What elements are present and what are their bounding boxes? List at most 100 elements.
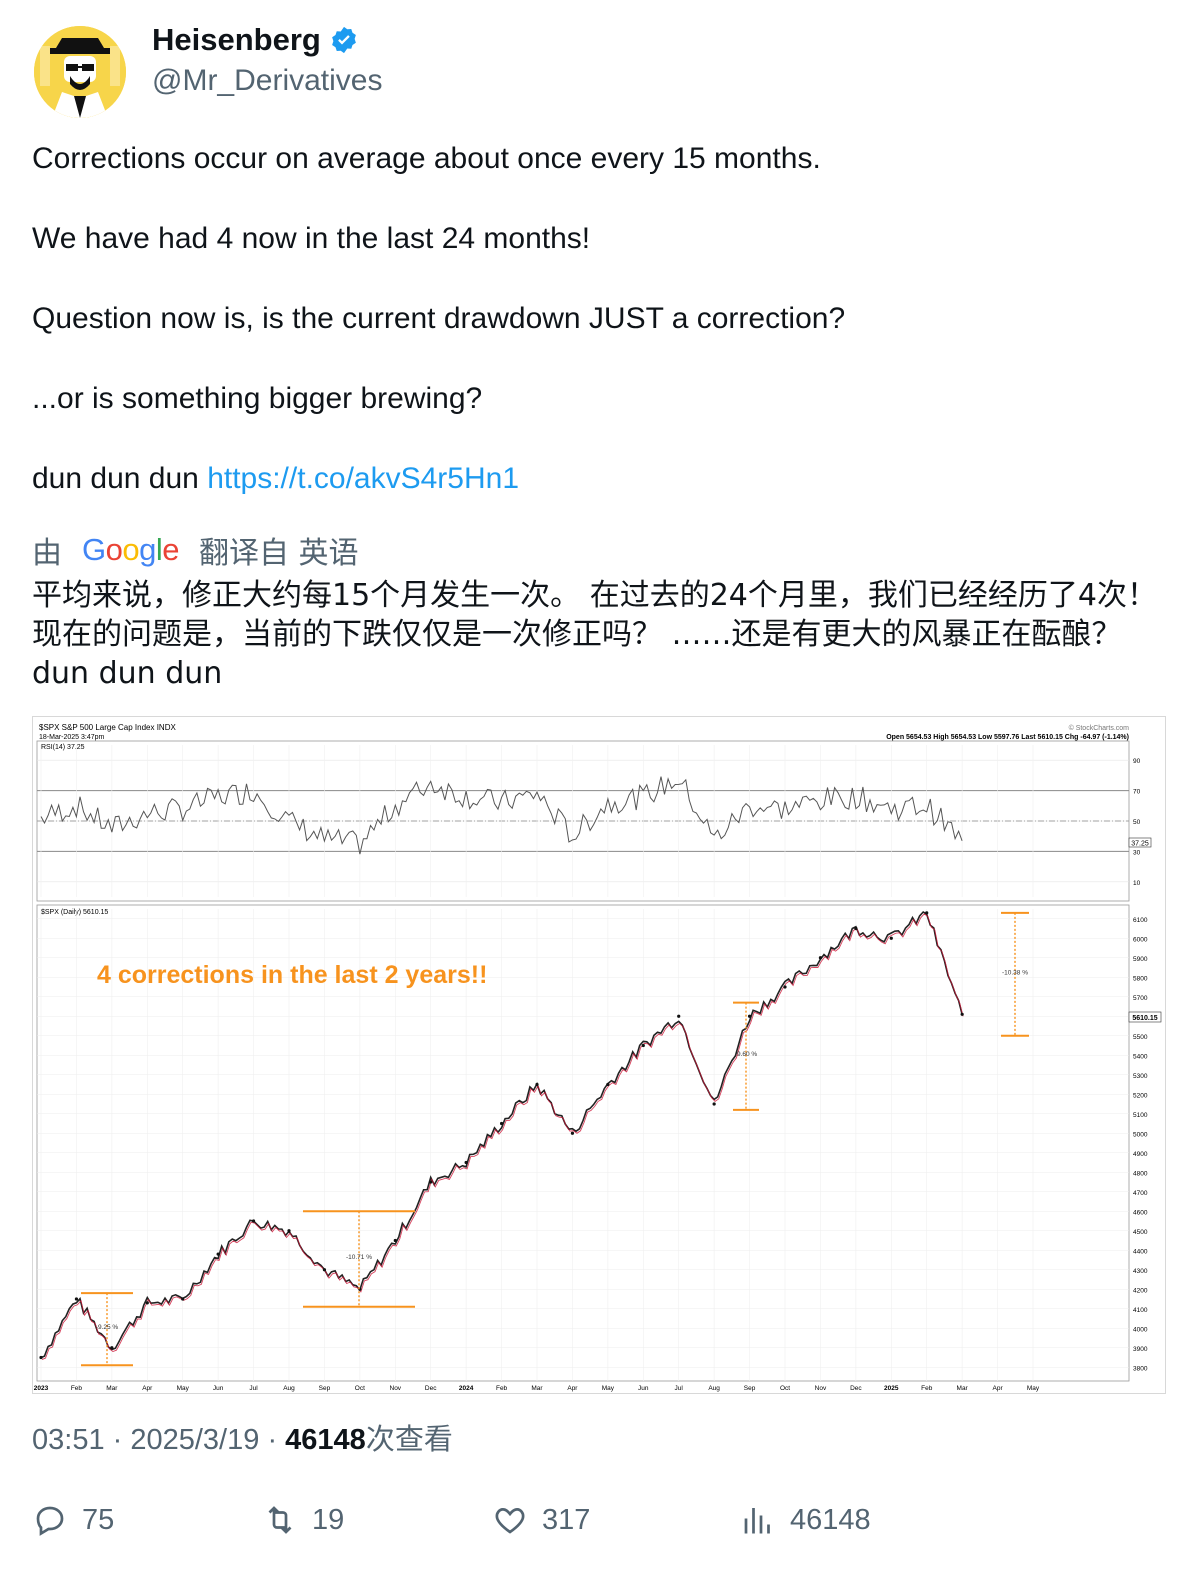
price-tick-label: 4800 (1133, 1170, 1148, 1177)
x-tick-label: Sep (319, 1385, 331, 1392)
view-count-suffix: 次查看 (365, 1422, 453, 1456)
repost-button[interactable]: 19 (262, 1502, 344, 1538)
price-grid (37, 909, 1129, 1381)
price-tick-label: 5000 (1133, 1131, 1148, 1138)
chart-ohlc: Open 5654.53 High 5654.53 Low 5597.76 La… (886, 734, 1129, 741)
price-tick-label: 4400 (1133, 1248, 1148, 1255)
like-button[interactable]: 317 (492, 1502, 590, 1538)
translation-prefix: 由 (32, 536, 62, 571)
price-tick-label: 3900 (1133, 1346, 1148, 1353)
price-line-down (41, 913, 964, 1361)
price-point (783, 985, 787, 989)
rsi-tick-label: 70 (1133, 789, 1141, 796)
price-point (747, 1014, 752, 1018)
translation-attribution: 由 Google 翻译自 英语 (32, 528, 359, 572)
price-point (606, 1082, 610, 1087)
price-point (393, 1238, 397, 1243)
price-tick-label: 4000 (1133, 1326, 1148, 1333)
x-tick-label: Nov (390, 1385, 402, 1392)
price-point (39, 1355, 43, 1360)
price-point (641, 1043, 645, 1048)
price-tick-label: 5800 (1133, 975, 1148, 982)
post-last-line-text: dun dun dun (32, 462, 199, 495)
avatar[interactable] (34, 26, 126, 118)
chart-date: 18-Mar-2025 3:47pm (39, 734, 105, 741)
post-date[interactable]: 2025/3/19 (130, 1424, 260, 1456)
x-tick-label: Apr (993, 1385, 1004, 1392)
view-count-number: 46148 (285, 1424, 366, 1456)
post-line: Question now is, is the current drawdown… (32, 302, 846, 335)
post-link[interactable]: https://t.co/akvS4r5Hn1 (207, 462, 520, 495)
chart-image[interactable]: $SPX S&P 500 Large Cap Index INDX 18-Mar… (32, 716, 1166, 1394)
price-points (39, 911, 964, 1360)
reply-button[interactable]: 75 (32, 1502, 114, 1538)
views-chart-icon (744, 1508, 770, 1534)
handle[interactable]: @Mr_Derivatives (152, 64, 383, 97)
price-point (818, 956, 823, 960)
x-tick-label: 2023 (34, 1385, 49, 1392)
x-tick-label: Dec (425, 1385, 437, 1392)
price-tick-label: 4100 (1133, 1307, 1148, 1314)
price-tick-label: 5500 (1133, 1034, 1148, 1041)
translated-text: 平均来说，修正大约每15个月发生一次。 在过去的24个月里，我们已经经历了4次！… (32, 578, 1157, 691)
x-tick-label: Jul (249, 1385, 258, 1392)
price-panel (36, 904, 1130, 1382)
x-tick-label: Mar (106, 1385, 118, 1392)
price-tick-label: 5400 (1133, 1053, 1148, 1060)
price-point (145, 1301, 149, 1305)
display-name[interactable]: Heisenberg (152, 22, 321, 57)
x-tick-label: Dec (850, 1385, 862, 1392)
price-point (251, 1219, 256, 1223)
x-tick-label: Feb (921, 1385, 933, 1392)
price-tick-label: 4700 (1133, 1190, 1148, 1197)
price-point (464, 1160, 468, 1165)
x-tick-label: Mar (957, 1385, 969, 1392)
repost-count: 19 (312, 1503, 345, 1536)
price-tag-box (1128, 1011, 1162, 1023)
price-tick-label: 6100 (1133, 917, 1148, 924)
price-tick-label: 5900 (1133, 956, 1148, 963)
price-point (110, 1346, 114, 1350)
views-button[interactable]: 46148 (740, 1502, 871, 1538)
price-label: $SPX (Daily) 5610.15 (41, 909, 108, 916)
price-tick-label: 4300 (1133, 1268, 1148, 1275)
author-name-row: Heisenberg (152, 22, 359, 58)
x-tick-label: May (602, 1385, 615, 1392)
price-point (889, 936, 893, 940)
price-tick-label: 5300 (1133, 1073, 1148, 1080)
price-tick-label: 6000 (1133, 936, 1148, 943)
rsi-value-tag: 37.25 (1131, 841, 1149, 848)
price-point (322, 1268, 327, 1272)
price-point (960, 1012, 964, 1016)
action-bar: 75 19 317 46148 (0, 1502, 1196, 1546)
x-axis-labels: 2023 Feb Mar Apr May Jun Jul Aug Sep Oct Nov Dec 202… (34, 1385, 1040, 1392)
correction-percent-label: -10.71 % (346, 1254, 372, 1261)
price-tick-label: 4200 (1133, 1287, 1148, 1294)
rsi-grid (37, 745, 1129, 897)
price-point (74, 1297, 79, 1301)
price-point (181, 1297, 185, 1301)
rsi-label: RSI(14) 37.25 (41, 744, 85, 751)
price-tick-label: 5200 (1133, 1092, 1148, 1099)
correction-percent-label: -9.60 % (735, 1051, 758, 1058)
correction-percent-label: -9.25 % (96, 1324, 119, 1331)
price-point (535, 1082, 539, 1087)
x-tick-label: Sep (744, 1385, 756, 1392)
price-point (712, 1102, 716, 1106)
price-tick-label: 5100 (1133, 1112, 1148, 1119)
x-tick-label: Nov (815, 1385, 827, 1392)
price-line (40, 910, 963, 1359)
repost-icon (268, 1506, 292, 1534)
x-tick-label: Apr (142, 1385, 153, 1392)
price-point (677, 1014, 681, 1018)
x-tick-label: Apr (567, 1385, 578, 1392)
like-count: 317 (542, 1503, 591, 1536)
reply-count: 75 (82, 1503, 115, 1536)
price-point (429, 1180, 433, 1184)
chart-annotation: 4 corrections in the last 2 years!! (97, 961, 487, 989)
chart-header: $SPX S&P 500 Large Cap Index INDX (39, 723, 176, 732)
x-tick-label: Oct (780, 1385, 790, 1392)
price-tick-label: 4500 (1133, 1229, 1148, 1236)
post-time[interactable]: 03:51 (32, 1424, 105, 1456)
views-count: 46148 (790, 1503, 871, 1536)
